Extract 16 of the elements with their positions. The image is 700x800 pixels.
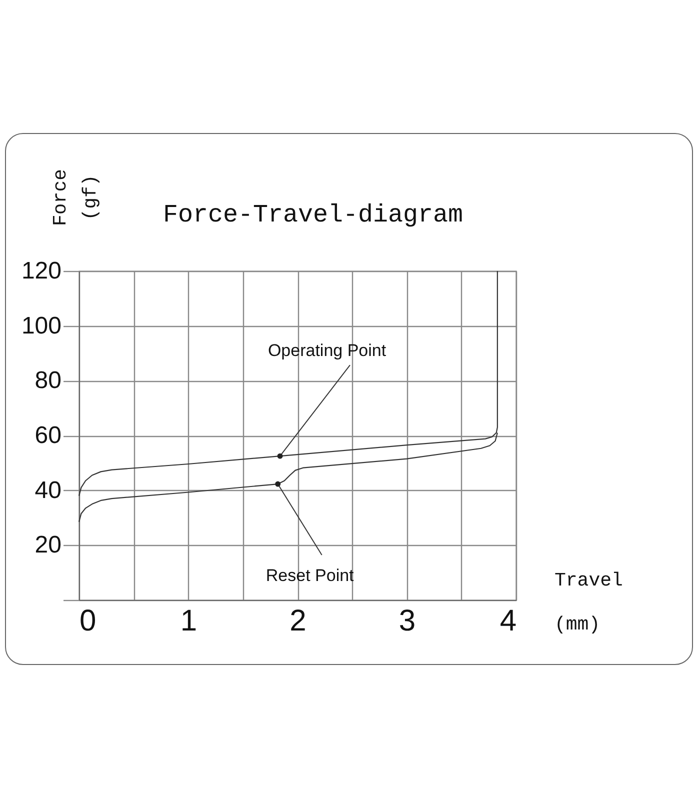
y-tick-label: 20 [34, 532, 62, 559]
y-tick-label: 80 [34, 367, 62, 394]
annotation: Operating Point [268, 341, 386, 360]
chart-title: Force-Travel-diagram [163, 200, 464, 230]
annotation: Reset Point [266, 566, 354, 586]
x-tick-label: 4 [500, 604, 516, 638]
y-tick-label: 40 [34, 476, 62, 504]
x-tick-label: 3 [398, 604, 416, 638]
x-tick-label: 1 [180, 604, 198, 638]
x-tick-label: 2 [290, 604, 306, 638]
y-tick-label: 100 [21, 312, 62, 340]
x-tick-label: 0 [80, 604, 96, 638]
y-tick-label: 120 [21, 258, 62, 284]
y-axis-title: Force (gf) [50, 168, 102, 226]
y-tick-label: 60 [34, 422, 62, 449]
x-axis-title: Travel (mm) [554, 570, 623, 636]
